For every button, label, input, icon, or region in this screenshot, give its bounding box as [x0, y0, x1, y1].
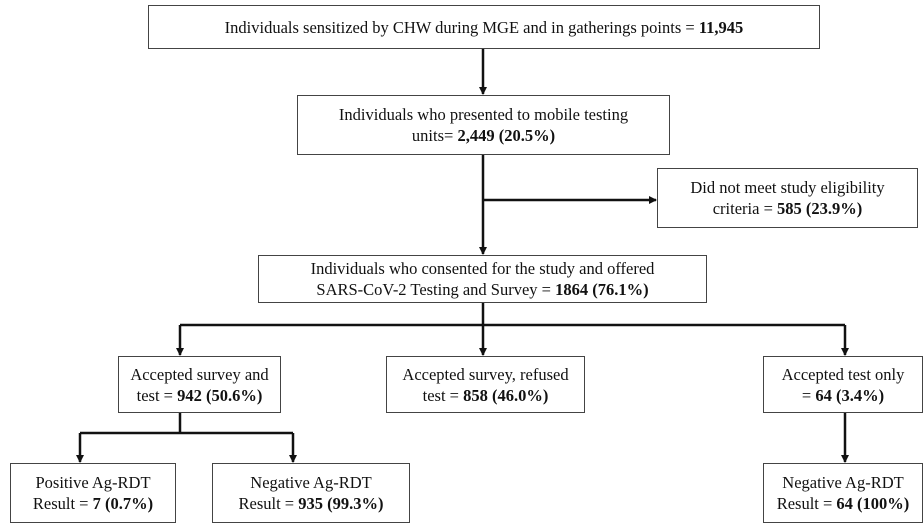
- box-text: SARS-CoV-2 Testing and Survey =: [316, 280, 551, 299]
- flow-box: Negative Ag-RDT Result = 64 (100%): [763, 463, 923, 523]
- box-line: Individuals sensitized by CHW during MGE…: [225, 17, 744, 38]
- box-count: 585 (23.9%): [777, 199, 863, 218]
- box-count: 11,945: [698, 17, 744, 37]
- box-count: 1864 (76.1%): [555, 280, 649, 299]
- box-text: criteria =: [712, 199, 773, 218]
- box-text: Positive Ag-RDT: [35, 473, 151, 492]
- box-line: Result = 935 (99.3%): [239, 493, 384, 514]
- flow-box: Positive Ag-RDT Result = 7 (0.7%): [10, 463, 176, 523]
- box-text: Result =: [32, 494, 89, 513]
- box-line: Accepted test only: [782, 364, 905, 385]
- box-text: Result =: [776, 494, 833, 513]
- flow-box: Negative Ag-RDT Result = 935 (99.3%): [212, 463, 410, 523]
- box-line: test = 942 (50.6%): [137, 385, 263, 406]
- flow-box: Accepted test only = 64 (3.4%): [763, 356, 923, 413]
- box-text: units=: [411, 126, 454, 145]
- flow-box: Individuals who presented to mobile test…: [297, 95, 670, 155]
- box-count: 942 (50.6%): [177, 385, 263, 405]
- flow-box: Accepted survey, refused test = 858 (46.0%…: [386, 356, 585, 413]
- box-line: Result = 7 (0.7%): [33, 493, 153, 514]
- box-text: Accepted test only: [781, 364, 905, 384]
- box-line: units= 2,449 (20.5%): [412, 125, 555, 146]
- box-count: 2,449 (20.5%): [457, 126, 556, 145]
- box-line: SARS-CoV-2 Testing and Survey = 1864 (76.…: [316, 279, 648, 300]
- box-line: Accepted survey, refused: [402, 364, 568, 385]
- box-text: Accepted survey, refused: [402, 364, 569, 384]
- box-text: Accepted survey and: [130, 364, 269, 384]
- box-count: 858 (46.0%): [463, 385, 549, 405]
- box-line: = 64 (3.4%): [802, 385, 884, 406]
- box-text: Result =: [238, 494, 295, 513]
- box-count: 935 (99.3%): [298, 494, 384, 513]
- box-text: test =: [136, 385, 173, 405]
- box-count: 64 (100%): [836, 494, 910, 513]
- box-text: Individuals sensitized by CHW during MGE…: [224, 17, 695, 37]
- box-line: criteria = 585 (23.9%): [713, 198, 863, 219]
- box-text: Negative Ag-RDT: [782, 473, 904, 492]
- flow-box: Did not meet study eligibility criteria =…: [657, 168, 918, 228]
- box-line: Positive Ag-RDT: [35, 472, 150, 493]
- box-count: 64 (3.4%): [815, 385, 885, 405]
- box-line: test = 858 (46.0%): [423, 385, 549, 406]
- box-text: Individuals who presented to mobile test…: [338, 105, 629, 124]
- box-line: Result = 64 (100%): [777, 493, 910, 514]
- box-line: Negative Ag-RDT: [250, 472, 371, 493]
- box-line: Individuals who consented for the study …: [311, 258, 655, 279]
- box-text: Negative Ag-RDT: [250, 473, 372, 492]
- box-text: =: [801, 385, 812, 405]
- box-text: test =: [422, 385, 459, 405]
- flow-box: Individuals sensitized by CHW during MGE…: [148, 5, 820, 49]
- box-line: Accepted survey and: [130, 364, 268, 385]
- box-text: Individuals who consented for the study …: [310, 259, 655, 278]
- box-count: 7 (0.7%): [92, 494, 154, 513]
- flow-box: Individuals who consented for the study …: [258, 255, 707, 303]
- box-line: Did not meet study eligibility: [690, 177, 884, 198]
- box-line: Negative Ag-RDT: [782, 472, 903, 493]
- flow-box: Accepted survey and test = 942 (50.6%): [118, 356, 281, 413]
- box-text: Did not meet study eligibility: [690, 178, 885, 197]
- box-line: Individuals who presented to mobile test…: [339, 104, 628, 125]
